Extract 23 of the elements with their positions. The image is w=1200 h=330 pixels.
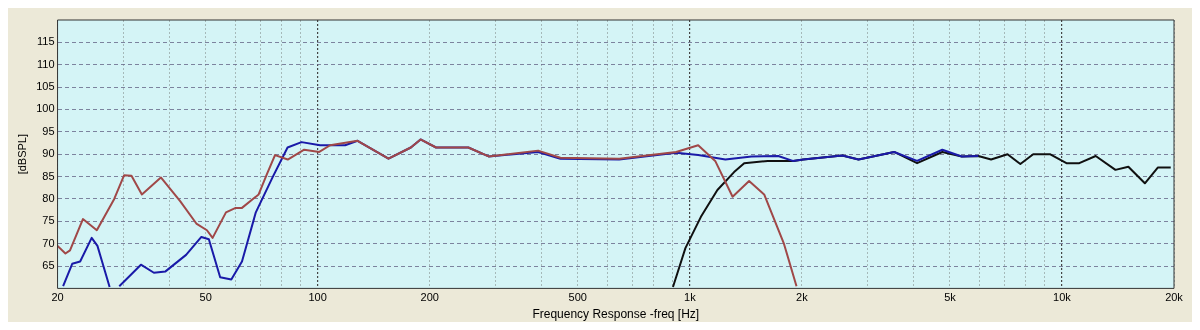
x-axis-title: Frequency Response -freq [Hz] bbox=[532, 307, 700, 322]
y-tick-label: 105 bbox=[36, 80, 55, 93]
x-tick-label: 1k bbox=[684, 291, 697, 304]
y-axis-title: [dBSPL] bbox=[15, 134, 28, 175]
x-tick-label: 2k bbox=[796, 291, 809, 304]
x-tick-label: 20 bbox=[51, 291, 64, 304]
y-tick-label: 85 bbox=[42, 169, 55, 182]
x-tick-label: 20k bbox=[1165, 291, 1184, 304]
x-tick-label: 10k bbox=[1053, 291, 1072, 304]
y-tick-label: 100 bbox=[36, 102, 55, 115]
x-tick-label: 100 bbox=[308, 291, 327, 304]
y-tick-label: 95 bbox=[42, 124, 55, 137]
y-tick-label: 90 bbox=[42, 147, 55, 160]
x-tick-label: 50 bbox=[199, 291, 212, 304]
y-tick-label: 70 bbox=[42, 236, 55, 249]
x-tick-label: 200 bbox=[420, 291, 439, 304]
y-tick-label: 80 bbox=[42, 191, 55, 204]
y-tick-label: 75 bbox=[42, 214, 55, 227]
y-tick-label: 65 bbox=[42, 259, 55, 272]
y-tick-label: 115 bbox=[37, 35, 55, 48]
x-tick-label: 500 bbox=[568, 291, 587, 304]
x-tick-label: 5k bbox=[944, 291, 957, 304]
y-tick-label: 110 bbox=[37, 57, 55, 70]
